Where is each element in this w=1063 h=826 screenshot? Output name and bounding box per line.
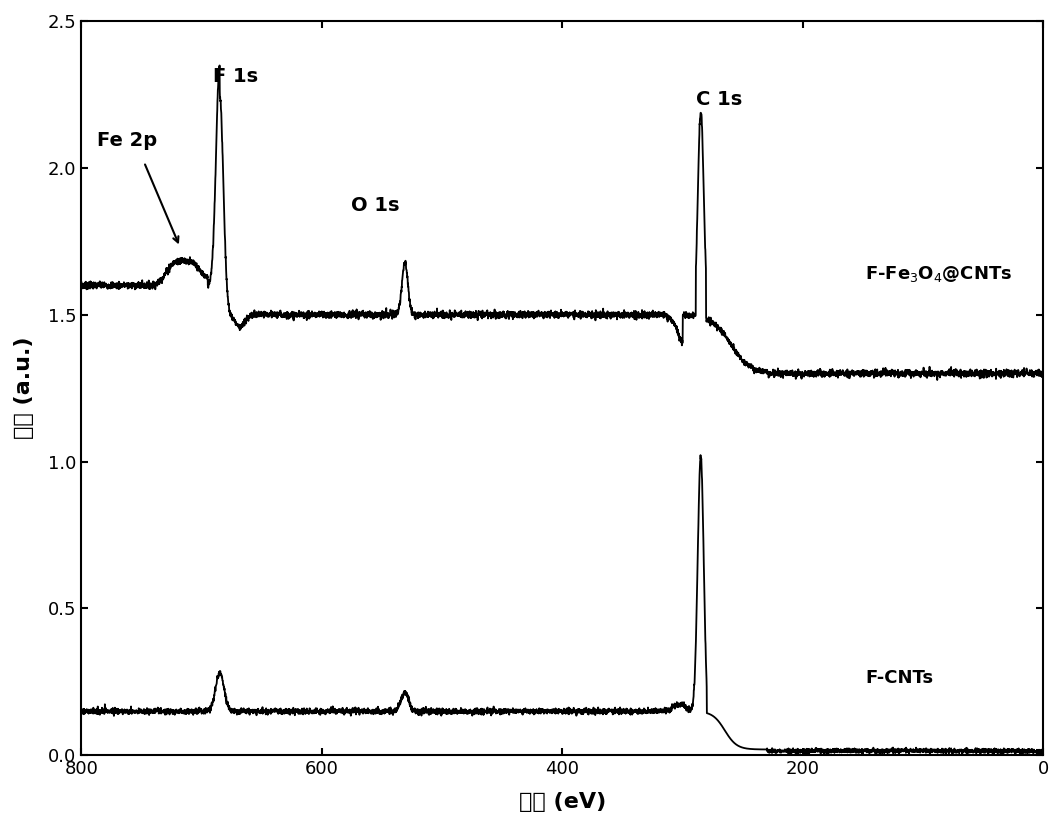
Text: F-Fe$_3$O$_4$@CNTs: F-Fe$_3$O$_4$@CNTs: [865, 263, 1013, 283]
Text: F-CNTs: F-CNTs: [865, 668, 933, 686]
Text: Fe 2p: Fe 2p: [97, 131, 157, 150]
Y-axis label: 强度 (a.u.): 强度 (a.u.): [14, 337, 34, 439]
Text: F 1s: F 1s: [213, 67, 258, 86]
Text: C 1s: C 1s: [695, 90, 742, 109]
X-axis label: 键能 (eV): 键能 (eV): [519, 792, 606, 812]
Text: O 1s: O 1s: [351, 196, 399, 215]
